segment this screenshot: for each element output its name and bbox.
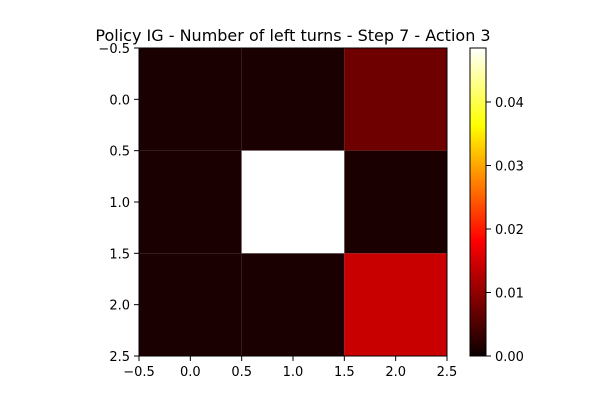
colorbar-tick-label: 0.04 [495,96,524,111]
y-tick-label: 2.5 [109,350,130,365]
heatmap-cell [344,253,447,356]
x-tick-label: 1.5 [334,365,355,380]
x-tick-label: 0.5 [231,365,252,380]
heatmap-cells [139,48,447,356]
heatmap-cell [241,48,345,151]
heatmap-cell [139,150,242,254]
heatmap-cell [241,253,345,356]
y-tick-label: 0.0 [109,93,130,108]
heatmap-cell [344,150,447,254]
y-tick-label: −0.5 [98,42,130,57]
colorbar-tick-label: 0.03 [495,159,524,174]
x-tick-label: 2.5 [437,365,458,380]
x-tick-label: −0.5 [123,365,155,380]
y-tick-label: 1.5 [109,247,130,262]
heatmap-cell [139,253,242,356]
colorbar [469,47,487,357]
colorbar-axis: 0.00 0.01 0.02 0.03 0.04 [486,96,524,365]
y-tick-label: 1.0 [109,196,130,211]
x-axis: −0.5 0.0 0.5 1.0 1.5 2.0 2.5 [123,356,457,380]
x-tick-label: 0.0 [180,365,201,380]
y-tick-label: 0.5 [109,145,130,160]
chart-title: Policy IG - Number of left turns - Step … [95,26,490,45]
heatmap-cell [241,150,345,254]
x-tick-label: 2.0 [385,365,406,380]
y-axis: −0.5 0.0 0.5 1.0 1.5 2.0 2.5 [98,42,139,365]
heatmap-cell [344,48,447,151]
colorbar-tick-label: 0.00 [495,350,524,365]
colorbar-tick-label: 0.01 [495,286,524,301]
colorbar-tick-label: 0.02 [495,223,524,238]
x-tick-label: 1.0 [283,365,304,380]
heatmap-cell [139,48,242,151]
y-tick-label: 2.0 [109,299,130,314]
